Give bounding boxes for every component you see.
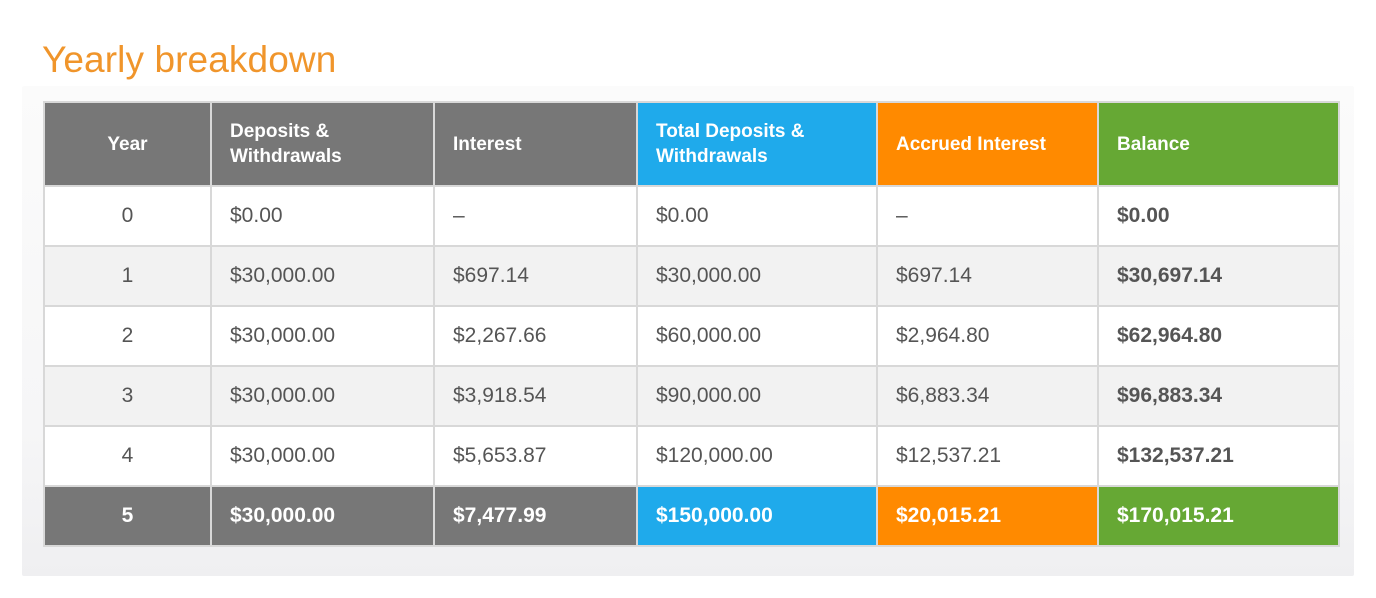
cell-accrued-interest: – bbox=[876, 185, 1099, 247]
cell-interest: $2,267.66 bbox=[433, 305, 638, 367]
cell-deposits: $30,000.00 bbox=[210, 245, 435, 307]
cell-balance: $62,964.80 bbox=[1097, 305, 1340, 367]
cell-deposits: $30,000.00 bbox=[210, 365, 435, 427]
total-year: 5 bbox=[43, 485, 212, 547]
cell-balance: $30,697.14 bbox=[1097, 245, 1340, 307]
cell-deposits: $0.00 bbox=[210, 185, 435, 247]
header-total-deposits-withdrawals: Total Deposits & Withdrawals bbox=[636, 101, 878, 187]
total-balance: $170,015.21 bbox=[1097, 485, 1340, 547]
cell-year: 0 bbox=[43, 185, 212, 247]
cell-total-deposits: $120,000.00 bbox=[636, 425, 878, 487]
section-title: Yearly breakdown bbox=[42, 39, 337, 80]
header-year: Year bbox=[43, 101, 212, 187]
cell-accrued-interest: $697.14 bbox=[876, 245, 1099, 307]
yearly-breakdown-table: Year Deposits & Withdrawals Interest Tot… bbox=[43, 101, 1340, 547]
cell-balance: $96,883.34 bbox=[1097, 365, 1340, 427]
cell-total-deposits: $90,000.00 bbox=[636, 365, 878, 427]
cell-accrued-interest: $6,883.34 bbox=[876, 365, 1099, 427]
table-total-row: 5 $30,000.00 $7,477.99 $150,000.00 $20,0… bbox=[43, 485, 1340, 547]
total-deposits: $30,000.00 bbox=[210, 485, 435, 547]
table-header-row: Year Deposits & Withdrawals Interest Tot… bbox=[43, 101, 1340, 187]
cell-total-deposits: $0.00 bbox=[636, 185, 878, 247]
cell-interest: $3,918.54 bbox=[433, 365, 638, 427]
total-total-deposits: $150,000.00 bbox=[636, 485, 878, 547]
table-row: 2 $30,000.00 $2,267.66 $60,000.00 $2,964… bbox=[43, 305, 1340, 367]
header-interest: Interest bbox=[433, 101, 638, 187]
table-row: 1 $30,000.00 $697.14 $30,000.00 $697.14 … bbox=[43, 245, 1340, 307]
table-row: 3 $30,000.00 $3,918.54 $90,000.00 $6,883… bbox=[43, 365, 1340, 427]
cell-accrued-interest: $2,964.80 bbox=[876, 305, 1099, 367]
cell-interest: – bbox=[433, 185, 638, 247]
cell-deposits: $30,000.00 bbox=[210, 305, 435, 367]
cell-interest: $697.14 bbox=[433, 245, 638, 307]
cell-year: 3 bbox=[43, 365, 212, 427]
cell-year: 4 bbox=[43, 425, 212, 487]
cell-total-deposits: $30,000.00 bbox=[636, 245, 878, 307]
cell-year: 1 bbox=[43, 245, 212, 307]
table-row: 4 $30,000.00 $5,653.87 $120,000.00 $12,5… bbox=[43, 425, 1340, 487]
table-row: 0 $0.00 – $0.00 – $0.00 bbox=[43, 185, 1340, 247]
header-accrued-interest: Accrued Interest bbox=[876, 101, 1099, 187]
total-accrued-interest: $20,015.21 bbox=[876, 485, 1099, 547]
cell-balance: $132,537.21 bbox=[1097, 425, 1340, 487]
cell-deposits: $30,000.00 bbox=[210, 425, 435, 487]
cell-total-deposits: $60,000.00 bbox=[636, 305, 878, 367]
header-deposits-withdrawals: Deposits & Withdrawals bbox=[210, 101, 435, 187]
header-balance: Balance bbox=[1097, 101, 1340, 187]
cell-interest: $5,653.87 bbox=[433, 425, 638, 487]
cell-balance: $0.00 bbox=[1097, 185, 1340, 247]
total-interest: $7,477.99 bbox=[433, 485, 638, 547]
cell-year: 2 bbox=[43, 305, 212, 367]
cell-accrued-interest: $12,537.21 bbox=[876, 425, 1099, 487]
